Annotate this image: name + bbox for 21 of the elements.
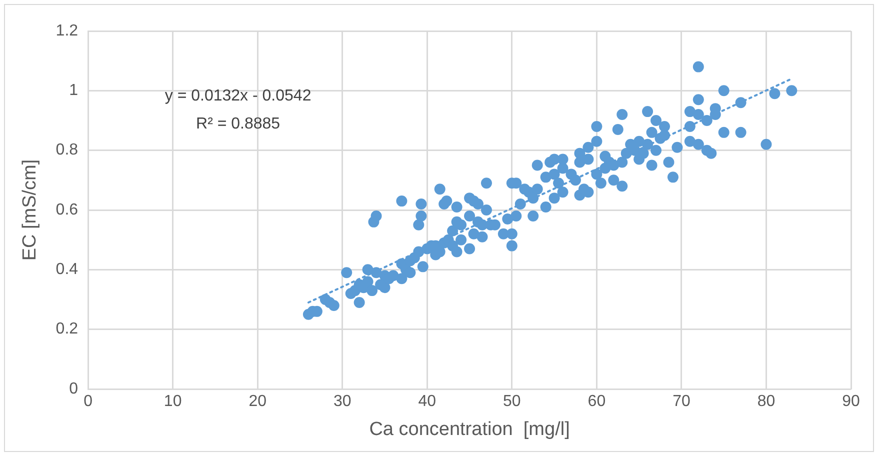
y-tick-label: 0.8 [56,142,78,159]
y-tick-label: 0 [69,380,78,398]
x-tick-label: 90 [842,393,860,410]
x-tick-label: 50 [503,393,521,410]
y-tick-label: 1.2 [56,22,78,40]
y-tick-label: 0.2 [56,320,78,338]
annotation: y = 0.0132x - 0.0542 [164,87,312,104]
x-tick-label: 10 [164,393,182,410]
x-tick-label: 70 [672,393,690,410]
x-axis-title: Ca concentration [mg/l] [369,418,570,440]
x-tick-label: 30 [333,393,352,410]
x-tick-label: 40 [418,393,436,410]
x-tick-label: 20 [248,393,267,410]
y-axis-title: EC [mS/cm] [20,159,41,261]
y-tick-label: 0.4 [56,261,78,278]
y-tick-label: 1 [69,82,78,100]
x-tick-label: 0 [84,393,93,410]
annotation: R² = 0.8885 [196,115,280,132]
y-tick-label: 0.6 [56,201,78,218]
x-tick-label: 60 [588,393,606,410]
x-tick-label: 80 [757,393,776,410]
